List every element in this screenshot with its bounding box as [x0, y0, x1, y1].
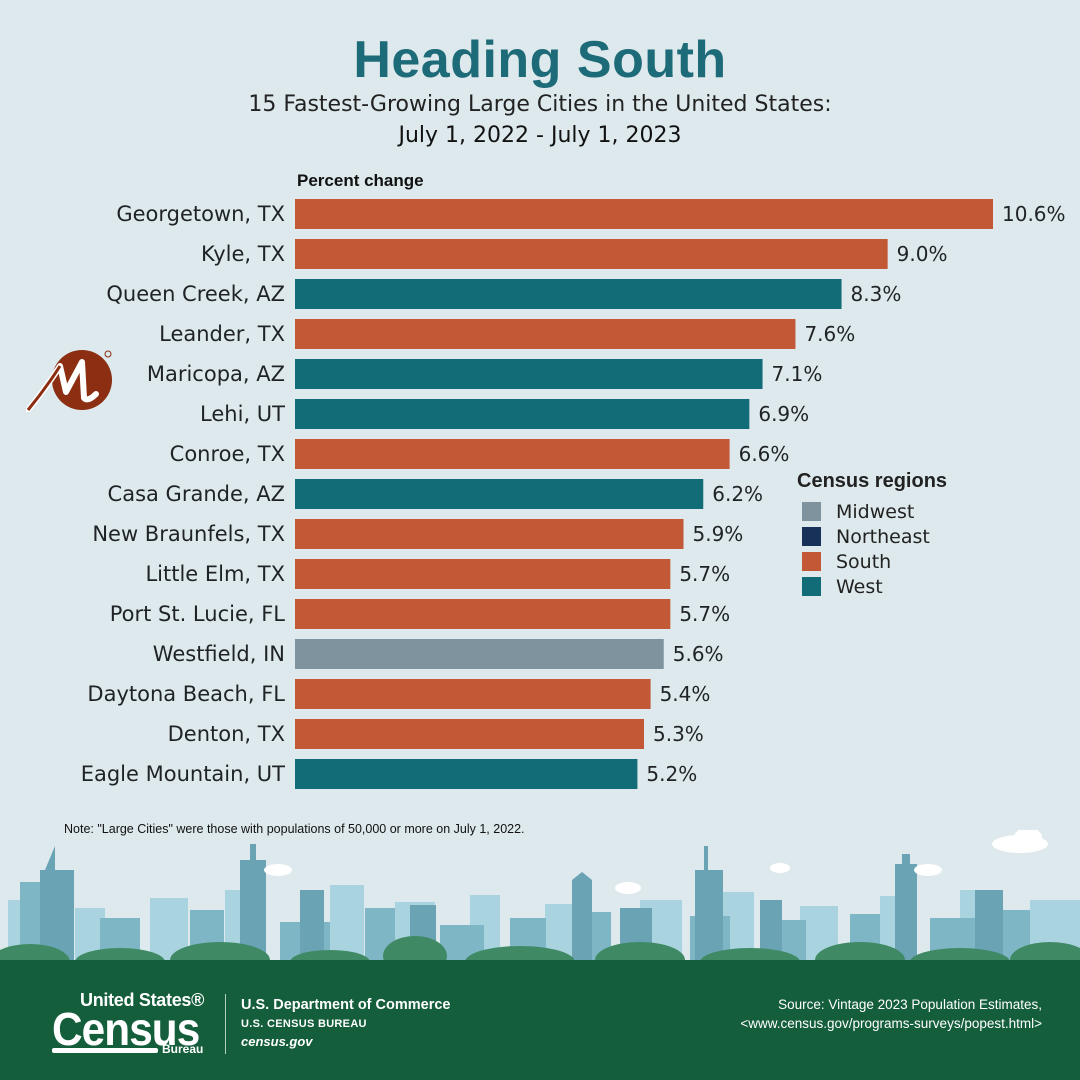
chart-legend: Census regions Midwest Northeast South West [797, 470, 947, 599]
footer-bar: United States® Census Bureau U.S. Depart… [0, 960, 1080, 1080]
category-label: Kyle, TX [201, 242, 285, 266]
bar [295, 519, 684, 549]
bar [295, 359, 763, 389]
category-label: Conroe, TX [170, 442, 285, 466]
bar [295, 279, 842, 309]
legend-title: Census regions [797, 470, 948, 492]
footer-divider [225, 994, 226, 1054]
source-citation: Source: Vintage 2023 Population Estimate… [740, 995, 1042, 1033]
legend-label: South [836, 550, 892, 573]
category-label: Queen Creek, AZ [106, 282, 285, 306]
bar [295, 559, 671, 589]
value-label: 5.9% [693, 522, 744, 546]
source-url[interactable]: <www.census.gov/programs-surveys/popest.… [740, 1016, 1042, 1031]
value-label: 5.7% [679, 562, 730, 586]
bar [295, 199, 993, 229]
bar [295, 479, 704, 509]
logo-bureau: Bureau [162, 1042, 204, 1056]
m-circle-logo-icon [25, 348, 112, 416]
value-label: 7.6% [804, 322, 855, 346]
bar [295, 599, 671, 629]
legend-swatch [802, 577, 821, 596]
census-bureau-logo[interactable]: United States® Census Bureau [52, 990, 212, 1060]
bar [295, 759, 638, 789]
source-line: Source: Vintage 2023 Population Estimate… [778, 997, 1042, 1012]
legend-item: Midwest [797, 499, 947, 524]
category-label: Maricopa, AZ [147, 362, 285, 386]
category-label: Casa Grande, AZ [108, 482, 285, 506]
bar [295, 639, 664, 669]
category-label: Eagle Mountain, UT [81, 762, 285, 786]
value-label: 8.3% [851, 282, 902, 306]
logo-united-states: United States® [80, 990, 205, 1010]
logo-census: Census [52, 1003, 200, 1055]
value-label: 5.4% [660, 682, 711, 706]
bar [295, 239, 888, 269]
city-skyline-illustration [0, 830, 1080, 962]
value-label: 5.6% [673, 642, 724, 666]
bar [295, 319, 796, 349]
category-label: Denton, TX [168, 722, 285, 746]
value-label: 5.7% [679, 602, 730, 626]
value-label: 10.6% [1002, 202, 1066, 226]
legend-swatch [802, 502, 821, 521]
value-label: 5.2% [646, 762, 697, 786]
department-info: U.S. Department of Commerce U.S. CENSUS … [241, 997, 451, 1049]
legend-item: West [797, 574, 947, 599]
category-label: New Braunfels, TX [92, 522, 285, 546]
bar-chart: Percent change Georgetown, TX 10.6% Kyle, T… [81, 171, 1066, 789]
legend-swatch [802, 527, 821, 546]
category-label: Georgetown, TX [116, 202, 285, 226]
category-label: Leander, TX [159, 322, 285, 346]
page-title: Heading South [353, 31, 727, 89]
bar [295, 439, 730, 469]
department-name: U.S. Department of Commerce [241, 997, 451, 1013]
value-label: 9.0% [897, 242, 948, 266]
bar [295, 679, 651, 709]
page-subtitle: 15 Fastest-Growing Large Cities in the U… [248, 92, 832, 117]
legend-label: Northeast [836, 525, 930, 548]
value-label: 6.6% [739, 442, 790, 466]
legend-label: Midwest [836, 500, 915, 523]
legend-item: South [797, 549, 947, 574]
bar [295, 719, 644, 749]
value-label: 6.9% [758, 402, 809, 426]
date-range: July 1, 2022 - July 1, 2023 [398, 123, 682, 148]
value-label: 6.2% [712, 482, 763, 506]
category-label: Port St. Lucie, FL [110, 602, 286, 626]
category-label: Little Elm, TX [145, 562, 285, 586]
category-label: Daytona Beach, FL [87, 682, 285, 706]
bureau-name: U.S. CENSUS BUREAU [241, 1018, 367, 1030]
census-website-link[interactable]: census.gov [241, 1034, 313, 1049]
category-label: Lehi, UT [200, 402, 285, 426]
legend-label: West [836, 575, 883, 598]
category-label: Westfield, IN [153, 642, 285, 666]
logo-underline [52, 1048, 158, 1053]
value-label: 5.3% [653, 722, 704, 746]
footnote: Note: "Large Cities" were those with pop… [64, 822, 525, 836]
bar [295, 399, 750, 429]
legend-item: Northeast [797, 524, 947, 549]
legend-swatch [802, 552, 821, 571]
axis-label: Percent change [297, 171, 424, 190]
value-label: 7.1% [772, 362, 823, 386]
